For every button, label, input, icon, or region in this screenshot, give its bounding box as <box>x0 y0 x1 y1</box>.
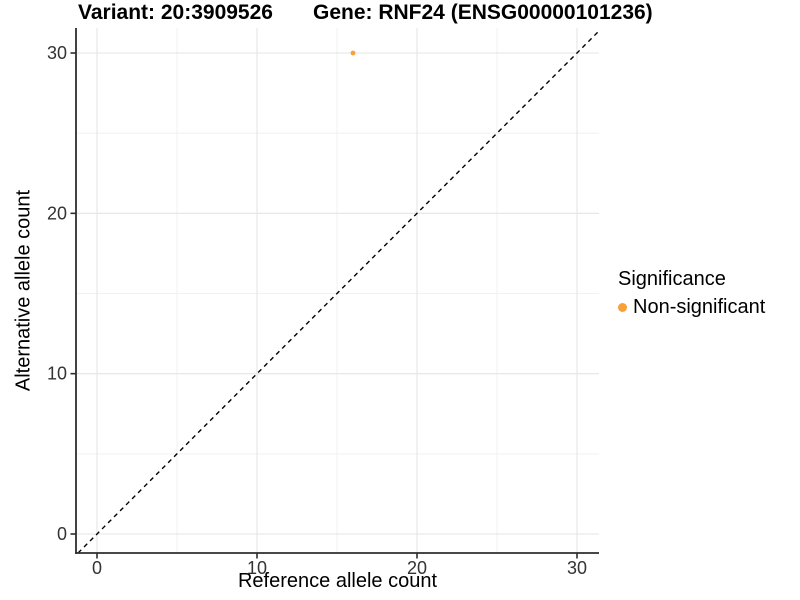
y-axis-title: Alternative allele count <box>12 189 35 392</box>
legend-item-label: Non-significant <box>633 296 766 318</box>
x-tick-label: 0 <box>92 558 102 578</box>
legend-item: Non-significant <box>618 296 765 319</box>
x-tick-label: 30 <box>567 558 587 578</box>
y-tick-label: 0 <box>57 524 67 544</box>
legend-dot-icon <box>618 303 627 312</box>
y-tick-label: 10 <box>47 364 67 384</box>
x-tick-label: 20 <box>407 558 427 578</box>
x-axis-title: Reference allele count <box>237 570 437 592</box>
y-tick-label: 30 <box>47 43 67 63</box>
data-point <box>350 50 356 56</box>
x-tick-label: 10 <box>247 558 267 578</box>
plot-title-variant: Variant: 20:3909526 <box>78 1 273 24</box>
legend: Significance Non-significant <box>618 268 765 319</box>
y-tick-label: 20 <box>47 203 67 223</box>
identity-dashed-line <box>77 30 600 554</box>
plot-title-gene: Gene: RNF24 (ENSG00000101236) <box>313 1 653 24</box>
legend-title: Significance <box>618 268 726 290</box>
